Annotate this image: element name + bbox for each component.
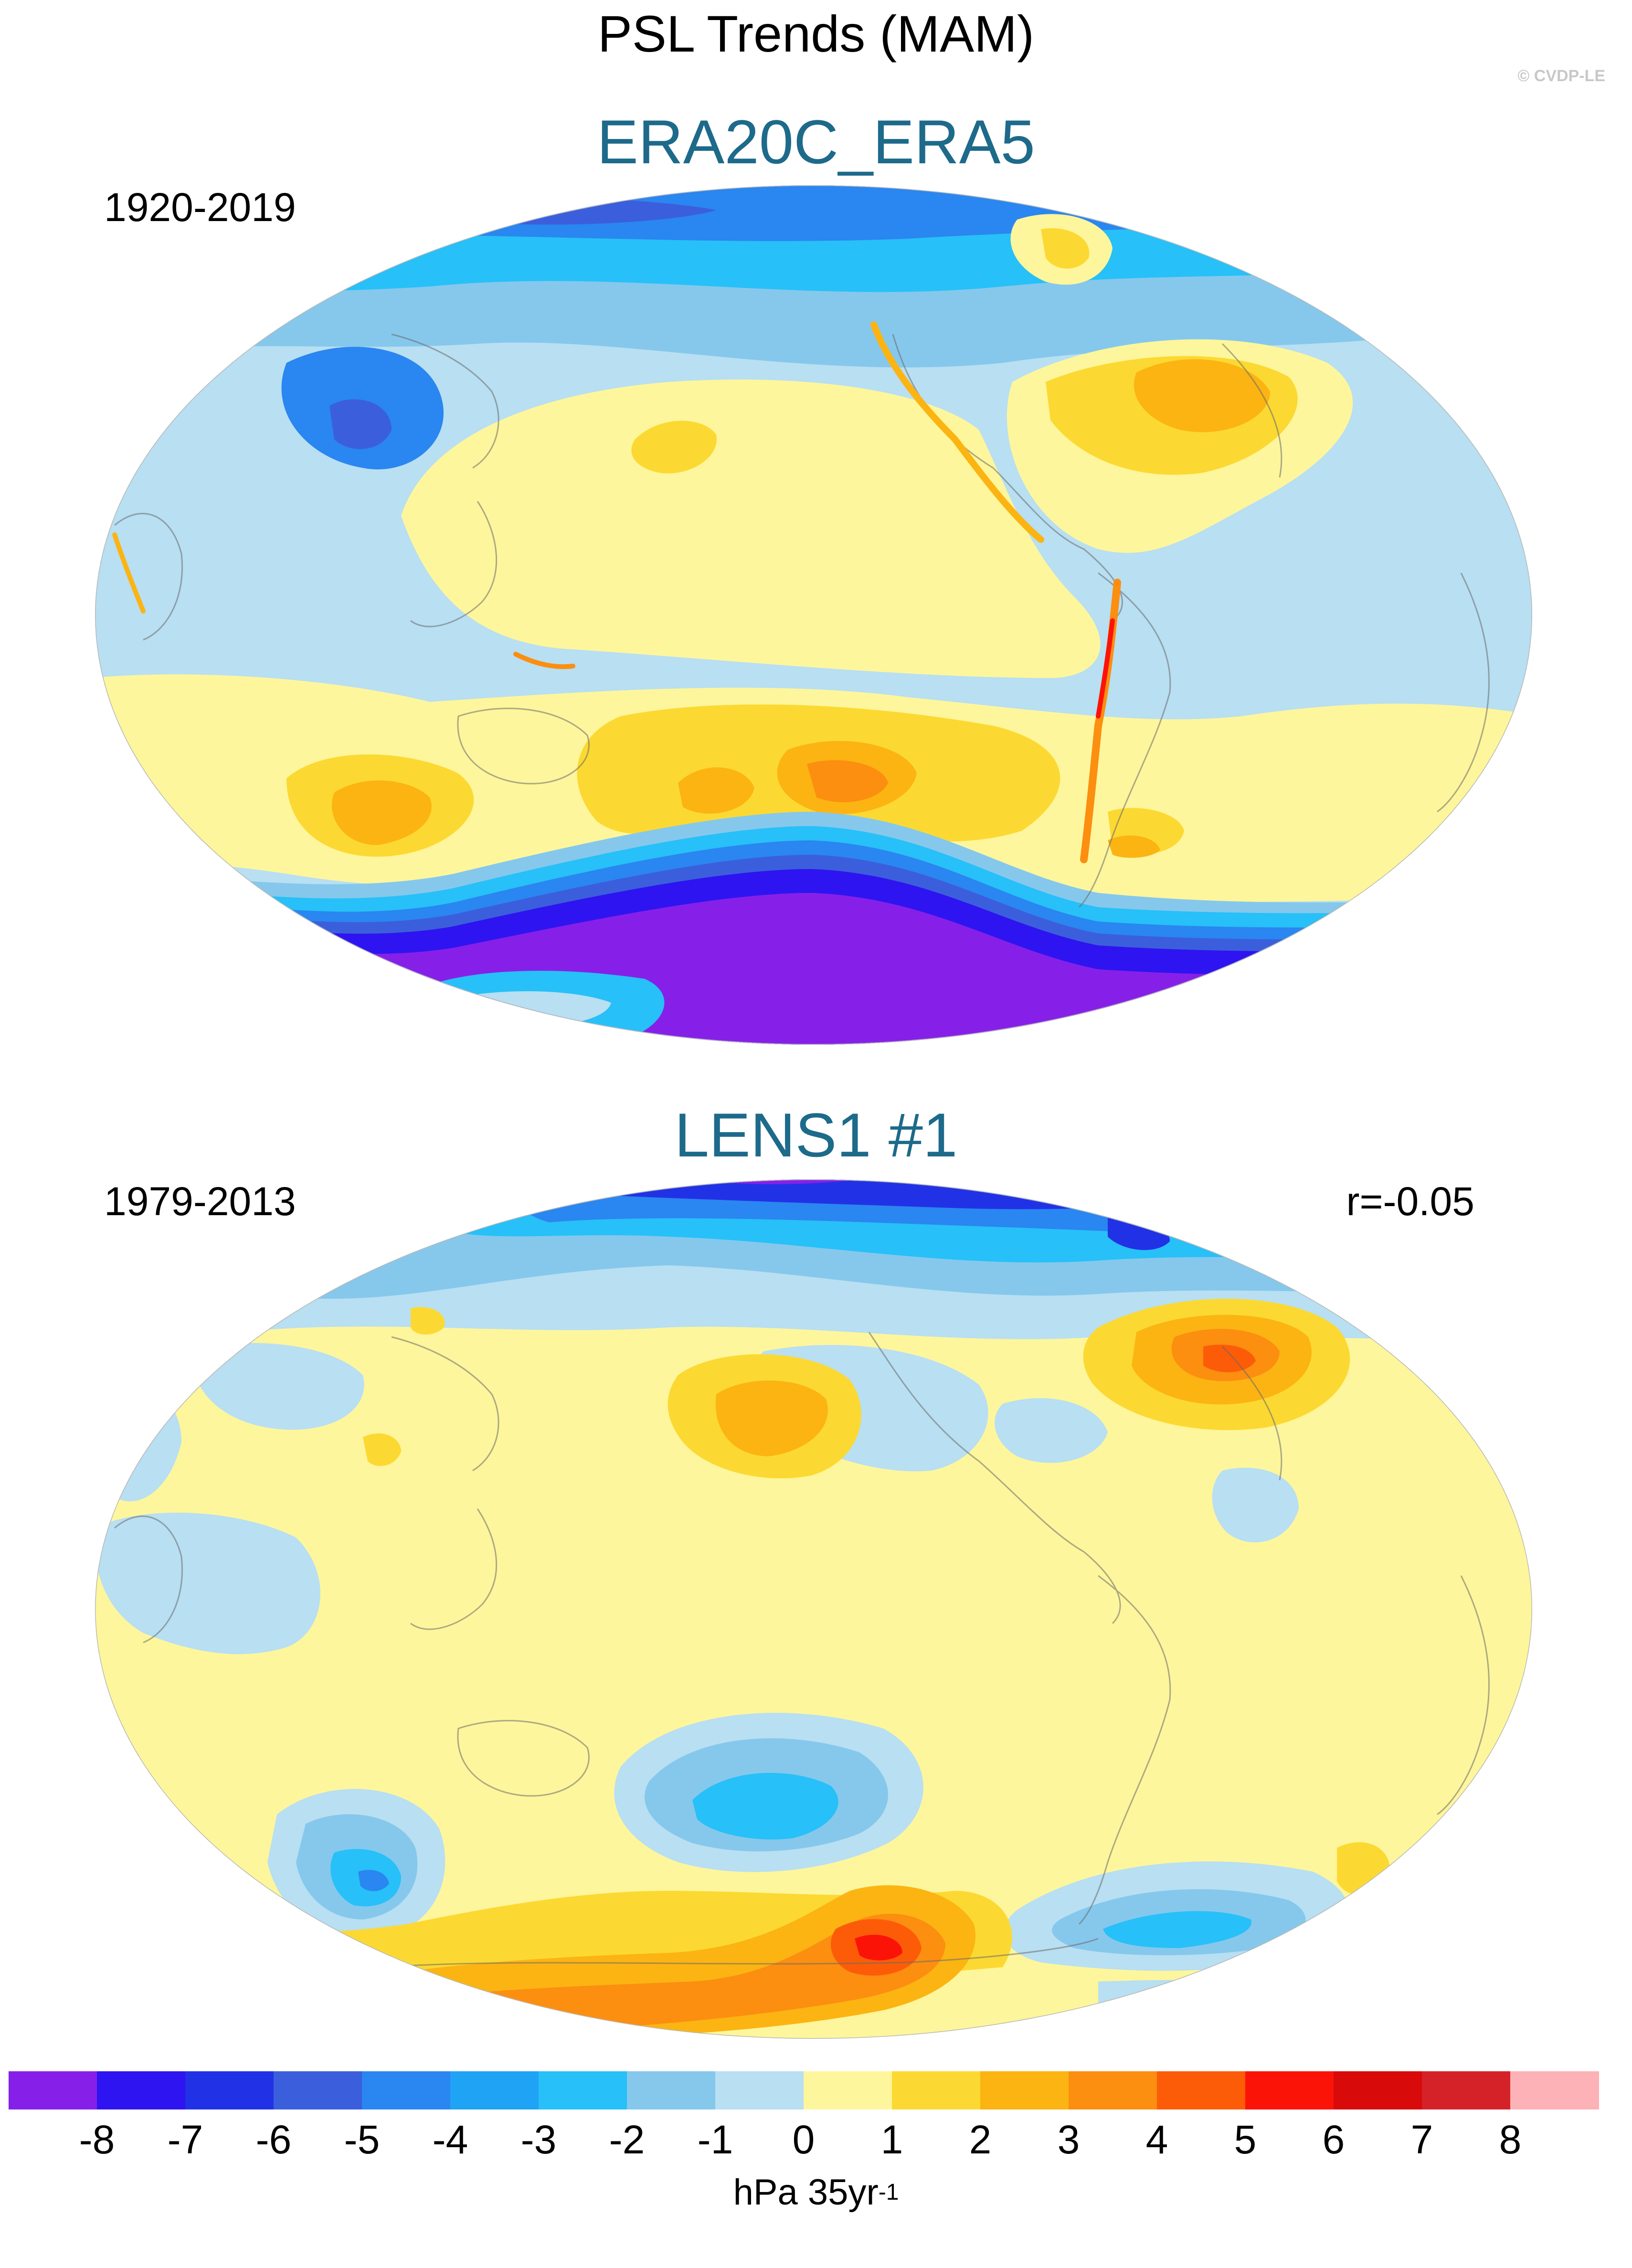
credit-label: © CVDP-LE (1517, 67, 1605, 85)
units-exponent: -1 (878, 2180, 899, 2205)
colorbar-tick-label: 8 (1499, 2117, 1522, 2162)
panel-2-title: LENS1 #1 (674, 1100, 958, 1170)
maps-svg (95, 185, 1532, 2039)
colorbar-swatch (9, 2071, 97, 2109)
colorbar-tick-label: -2 (609, 2117, 645, 2162)
colorbar-tick-label: 5 (1234, 2117, 1257, 2162)
colorbar-tick-label: 7 (1410, 2117, 1433, 2162)
colorbar-units: hPa 35yr-1 (0, 2172, 1632, 2213)
figure-title: PSL Trends (MAM) (597, 5, 1035, 63)
panel-1-period: 1920-2019 (104, 185, 296, 230)
colorbar-swatch (539, 2071, 627, 2109)
colorbar-tick-label: 2 (969, 2117, 992, 2162)
colorbar-swatch (1334, 2071, 1422, 2109)
panel-1-title: ERA20C_ERA5 (597, 107, 1035, 177)
colorbar-swatch (627, 2071, 716, 2109)
colorbar-tick-label: -7 (167, 2117, 203, 2162)
colorbar-tick-label: -8 (79, 2117, 115, 2162)
colorbar-tick-label: 3 (1057, 2117, 1080, 2162)
colorbar-swatch (1245, 2071, 1334, 2109)
colorbar-swatch (450, 2071, 539, 2109)
colorbar-tick-label: 6 (1322, 2117, 1345, 2162)
colorbar-swatch (804, 2071, 892, 2109)
colorbar-tick-label: -5 (344, 2117, 380, 2162)
colorbar-tick-label: -4 (432, 2117, 468, 2162)
colorbar-swatch (1157, 2071, 1246, 2109)
colorbar-swatch (1422, 2071, 1511, 2109)
colorbar (9, 2071, 1599, 2109)
colorbar-tick-label: -1 (697, 2117, 733, 2162)
colorbar-tick-label: 0 (792, 2117, 815, 2162)
colorbar-tick-label: -3 (520, 2117, 557, 2162)
colorbar-swatch (274, 2071, 362, 2109)
colorbar-swatch (980, 2071, 1069, 2109)
colorbar-swatch (1510, 2071, 1599, 2109)
colorbar-tick-label: -6 (255, 2117, 292, 2162)
panel-1-map (95, 185, 1532, 1045)
colorbar-swatch (97, 2071, 186, 2109)
panel-2-correlation: r=-0.05 (1346, 1179, 1475, 1224)
colorbar-swatch (362, 2071, 451, 2109)
colorbar-swatch (715, 2071, 804, 2109)
colorbar-tick-label: 1 (880, 2117, 903, 2162)
units-main: hPa 35yr (733, 2172, 879, 2213)
panel-2-map (95, 1179, 1532, 2039)
colorbar-swatch (185, 2071, 274, 2109)
colorbar-tick-label: 4 (1145, 2117, 1168, 2162)
colorbar-swatch (892, 2071, 981, 2109)
colorbar-swatch (1069, 2071, 1157, 2109)
panel-2-period: 1979-2013 (104, 1179, 296, 1224)
